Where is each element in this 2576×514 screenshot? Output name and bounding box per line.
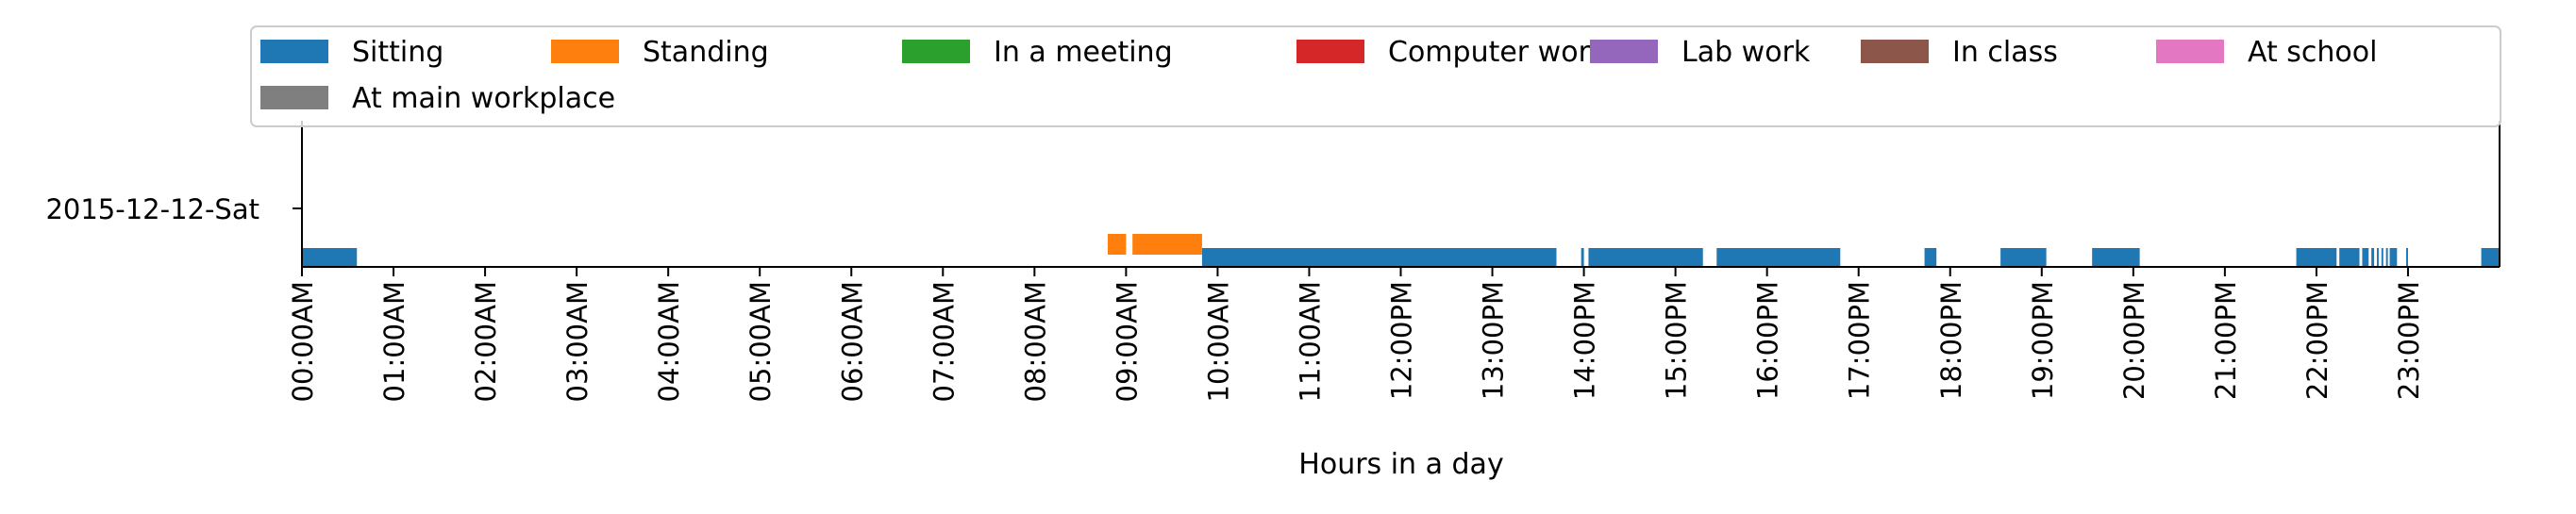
legend-swatch xyxy=(260,86,328,109)
bar-sitting-1 xyxy=(1201,248,1557,267)
legend-swatch xyxy=(1590,40,1658,63)
bar-sitting-14 xyxy=(2385,248,2388,267)
x-tick-label: 00:00AM xyxy=(287,281,319,402)
legend-swatch xyxy=(260,40,328,63)
x-tick-label: 16:00PM xyxy=(1752,281,1784,400)
axes-layer xyxy=(293,121,2501,268)
legend-label: At main workplace xyxy=(352,82,615,115)
x-tick-label: 08:00AM xyxy=(1019,281,1051,402)
bar-sitting-6 xyxy=(2000,248,2047,267)
x-tick-label: 22:00PM xyxy=(2301,281,2333,400)
x-tick-label: 02:00AM xyxy=(470,281,502,402)
bar-sitting-5 xyxy=(1924,248,1937,267)
bar-sitting-8 xyxy=(2296,248,2337,267)
bar-sitting-16 xyxy=(2406,248,2408,267)
bar-sitting-10 xyxy=(2362,248,2369,267)
legend-swatch xyxy=(551,40,619,63)
row-label: 2015-12-12-Sat xyxy=(45,193,259,225)
bar-sitting-13 xyxy=(2381,248,2384,267)
x-tick-label: 11:00AM xyxy=(1294,281,1326,402)
bar-sitting-2 xyxy=(1581,248,1584,267)
legend-label: At school xyxy=(2248,36,2377,69)
bar-sitting-15 xyxy=(2389,248,2398,267)
x-tick-label: 21:00PM xyxy=(2210,281,2242,400)
x-tick-label: 03:00AM xyxy=(561,281,594,402)
legend-label: Lab work xyxy=(1681,36,1811,69)
legend-label: In class xyxy=(1952,36,2058,69)
x-tick-label: 19:00PM xyxy=(2027,281,2059,400)
x-axis-label: Hours in a day xyxy=(1298,448,1503,481)
x-tick-label: 15:00PM xyxy=(1661,281,1693,400)
x-tick-label: 14:00PM xyxy=(1569,281,1601,400)
x-tick-label: 18:00PM xyxy=(1935,281,1967,400)
bar-standing-0 xyxy=(1107,234,1127,255)
bar-sitting-3 xyxy=(1588,248,1703,267)
x-tick-label: 06:00AM xyxy=(836,281,868,402)
x-tick-label: 17:00PM xyxy=(1844,281,1876,400)
bar-sitting-11 xyxy=(2371,248,2375,267)
bars-layer xyxy=(302,234,2500,267)
bar-sitting-12 xyxy=(2376,248,2379,267)
x-tick-label: 20:00PM xyxy=(2118,281,2150,400)
legend-swatch xyxy=(902,40,970,63)
x-tick-label: 04:00AM xyxy=(653,281,685,402)
bar-sitting-0 xyxy=(302,248,358,267)
x-tick-label: 10:00AM xyxy=(1202,281,1234,402)
bar-sitting-9 xyxy=(2339,248,2360,267)
bar-sitting-4 xyxy=(1716,248,1841,267)
legend-label: In a meeting xyxy=(994,36,1173,69)
x-tick-label: 09:00AM xyxy=(1111,281,1143,402)
legend-swatch xyxy=(2156,40,2224,63)
x-tick-label: 23:00PM xyxy=(2393,281,2425,400)
x-tick-label: 01:00AM xyxy=(378,281,410,402)
x-tick-label: 07:00AM xyxy=(928,281,960,402)
legend-swatch xyxy=(1296,40,1364,63)
x-tick-label: 13:00PM xyxy=(1478,281,1510,400)
bar-sitting-7 xyxy=(2092,248,2140,267)
x-ticks-layer: 00:00AM 01:00AM 02:00AM 03:00AM 04:00AM 05:00… xyxy=(287,267,2425,402)
bar-sitting-17 xyxy=(2481,248,2500,267)
x-tick-label: 12:00PM xyxy=(1386,281,1418,400)
x-tick-label: 05:00AM xyxy=(744,281,777,402)
legend-frame xyxy=(250,25,2501,127)
legend-swatch xyxy=(1861,40,1929,63)
legend-label: Computer work xyxy=(1388,36,1607,69)
legend-label: Sitting xyxy=(352,36,443,69)
bar-standing-1 xyxy=(1132,234,1202,255)
legend-label: Standing xyxy=(643,36,769,69)
legend: Sitting Standing In a meeting Computer work… xyxy=(250,25,2501,127)
